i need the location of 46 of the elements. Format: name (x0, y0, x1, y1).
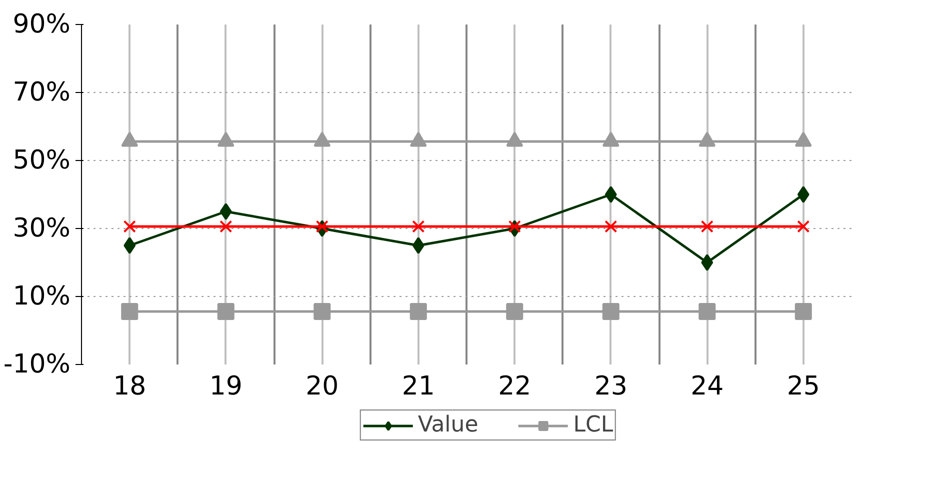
x-tick-label: 22 (498, 372, 532, 402)
y-tick-label: 70% (12, 78, 71, 108)
point (602, 132, 620, 147)
point (123, 220, 136, 233)
x-tick-label: 21 (402, 372, 435, 402)
point (797, 186, 810, 203)
point (314, 132, 331, 147)
point (698, 132, 716, 147)
point (797, 220, 810, 233)
point (794, 302, 812, 320)
point (508, 220, 521, 233)
point (314, 302, 331, 320)
x-tick-label: 23 (594, 372, 628, 402)
y-tick-label: 90% (12, 10, 71, 40)
x-tick-label: 19 (209, 372, 242, 402)
point (410, 302, 427, 320)
x-tick-label: 18 (113, 372, 146, 402)
y-tick-label: 50% (12, 146, 71, 176)
point (412, 237, 424, 254)
point (121, 302, 138, 320)
point (121, 132, 138, 147)
y-tick-label: 10% (12, 282, 71, 312)
point (410, 132, 427, 147)
x-tick-label: 24 (690, 372, 724, 402)
point (316, 220, 328, 233)
point (506, 302, 524, 320)
x-tick-label: 20 (306, 372, 339, 402)
point (220, 220, 232, 233)
point (602, 302, 620, 320)
point (604, 186, 617, 203)
point (698, 302, 716, 320)
x-tick-label: 25 (786, 372, 820, 402)
point (412, 220, 425, 233)
point (701, 254, 714, 271)
point (217, 132, 234, 147)
y-tick-label: 30% (12, 214, 71, 244)
point (604, 220, 618, 233)
point (506, 132, 524, 147)
point (220, 203, 232, 220)
point (794, 132, 812, 147)
point (217, 302, 234, 320)
legend-label: Value (418, 412, 478, 438)
point (700, 220, 714, 233)
legend-label: LCL (573, 412, 614, 438)
point (124, 237, 136, 254)
y-tick-label: -10% (3, 350, 70, 380)
